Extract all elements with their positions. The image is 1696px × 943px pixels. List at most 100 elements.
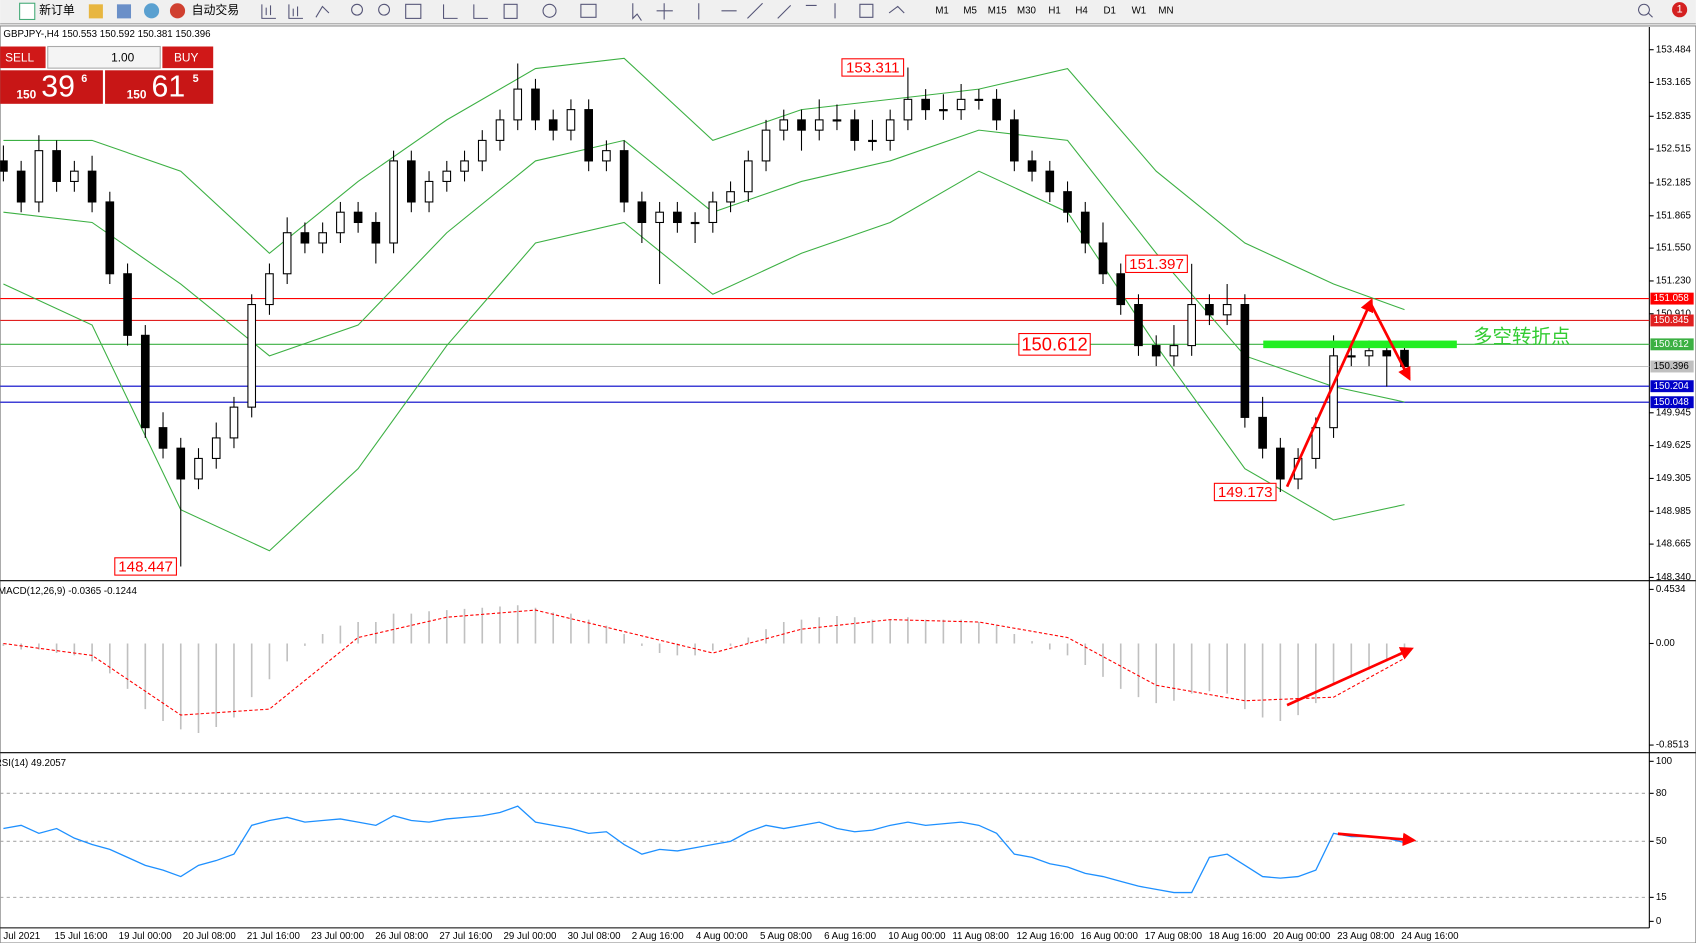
x-tick-label: 12 Aug 16:00 — [1016, 931, 1074, 942]
x-tick-label: 17 Aug 08:00 — [1145, 931, 1203, 942]
icon[interactable] — [116, 4, 132, 19]
y-tick-label: 152.835 — [1656, 111, 1691, 122]
candle-body — [194, 457, 203, 480]
new-order-button[interactable]: 新订单 — [39, 3, 75, 17]
x-tick-label: 19 Jul 00:00 — [119, 931, 173, 942]
icon[interactable] — [288, 4, 303, 19]
timeframe-button[interactable]: D1 — [1103, 5, 1115, 16]
timeframe-button[interactable]: MN — [1158, 5, 1173, 16]
candle-body — [282, 232, 292, 275]
icon[interactable] — [315, 5, 330, 18]
drawing-tools[interactable] — [632, 2, 905, 21]
icon[interactable] — [443, 4, 488, 19]
bid-box[interactable] — [0, 70, 103, 104]
auto-trading-icon[interactable] — [169, 3, 186, 19]
candle-body — [566, 109, 576, 131]
x-tick-label: 27 Jul 16:00 — [439, 931, 493, 942]
price-level-label: 150.048 — [1654, 397, 1689, 408]
candle-body — [1364, 350, 1374, 357]
auto-trading-button[interactable]: 自动交易 — [192, 3, 240, 17]
icon[interactable] — [88, 4, 103, 19]
candle-body — [424, 180, 434, 203]
icon[interactable] — [405, 3, 422, 19]
lot-input[interactable] — [47, 45, 161, 69]
y-tick-label: 0 — [1656, 916, 1662, 927]
timeframe-button[interactable]: H4 — [1075, 5, 1088, 16]
candle-body — [34, 150, 44, 203]
icon[interactable] — [261, 4, 276, 19]
toolbar-icons — [261, 2, 1653, 21]
chart-window — [0, 25, 1696, 943]
buy-button[interactable] — [162, 46, 214, 69]
candle-body — [1116, 273, 1126, 306]
candle-body — [1134, 304, 1143, 347]
y-tick-label: 150.910 — [1656, 308, 1692, 319]
zoom-out[interactable] — [378, 3, 391, 16]
icon[interactable] — [542, 3, 557, 18]
candle-body — [353, 211, 363, 224]
candle-body — [761, 129, 771, 162]
candle-body — [1240, 304, 1250, 418]
y-tick-label: 100 — [1656, 756, 1673, 767]
zoom-in[interactable] — [351, 3, 363, 16]
candle-body — [105, 201, 115, 275]
candle-body — [602, 150, 611, 162]
candle-body — [87, 170, 97, 203]
axes: 153.484 153.165 152.835 152.515 152.185 151.8… — [3, 44, 1694, 942]
alert-count: 1 — [1677, 4, 1683, 16]
timeframe-button[interactable]: M5 — [963, 5, 977, 16]
timeframe-button[interactable]: M1 — [935, 5, 949, 16]
candle-body — [1311, 427, 1321, 459]
candle-body — [1205, 304, 1214, 316]
ask-box[interactable] — [105, 70, 214, 104]
candle-body — [389, 160, 398, 244]
candle-body — [797, 119, 806, 131]
candle-body — [726, 191, 735, 203]
candle-body — [868, 139, 877, 143]
x-tick-label: 6 Aug 16:00 — [824, 931, 876, 942]
timeframe-button[interactable]: M15 — [988, 5, 1007, 16]
candle-body — [619, 150, 629, 203]
timeframe-button[interactable]: W1 — [1132, 5, 1147, 16]
price-level-label: 151.058 — [1654, 293, 1689, 304]
candle-body — [0, 160, 8, 172]
x-tick-label: 21 Jul 16:00 — [247, 931, 301, 942]
candle-body — [158, 427, 168, 449]
candle-body — [16, 170, 26, 203]
icon[interactable] — [503, 3, 518, 19]
search[interactable] — [1638, 3, 1653, 18]
candle-body — [371, 221, 381, 244]
candle-body — [1045, 170, 1055, 193]
rsi-title: RSI(14) 49.2057 — [0, 758, 66, 769]
y-tick-label: 149.945 — [1656, 407, 1691, 418]
sell-button[interactable] — [0, 46, 46, 69]
timeframe-button[interactable]: H1 — [1048, 5, 1060, 16]
candle-body — [52, 150, 61, 182]
y-tick-label: 149.625 — [1656, 440, 1691, 451]
price-level-tag — [1650, 338, 1694, 351]
candle-body — [1187, 304, 1197, 347]
candle-body — [814, 119, 824, 131]
x-tick-label: 30 Jul 08:00 — [568, 931, 622, 942]
y-tick-label: 149.305 — [1656, 473, 1691, 484]
candle-body — [655, 211, 664, 224]
candle-body — [495, 119, 505, 141]
price-level-tag — [1650, 360, 1694, 373]
toolbar-bg — [0, 0, 1696, 24]
price-level-tag — [1650, 380, 1694, 393]
candle-body — [1063, 191, 1072, 213]
price-callout-label: 153.311 — [846, 60, 900, 77]
new-order-icon[interactable] — [19, 2, 36, 21]
candle-body — [637, 201, 647, 224]
candle-body — [70, 170, 79, 182]
ask-fraction: 5 — [193, 73, 199, 85]
candle-body — [1276, 447, 1285, 480]
icon[interactable] — [580, 3, 597, 18]
arrow — [1370, 304, 1411, 381]
icon[interactable] — [143, 3, 160, 19]
alert-badge[interactable] — [1672, 2, 1688, 18]
candle-body — [1151, 345, 1161, 357]
turning-point-label: 多空转折点 — [1473, 326, 1570, 348]
timeframe-button[interactable]: M30 — [1017, 5, 1037, 16]
price-callout — [114, 557, 177, 576]
